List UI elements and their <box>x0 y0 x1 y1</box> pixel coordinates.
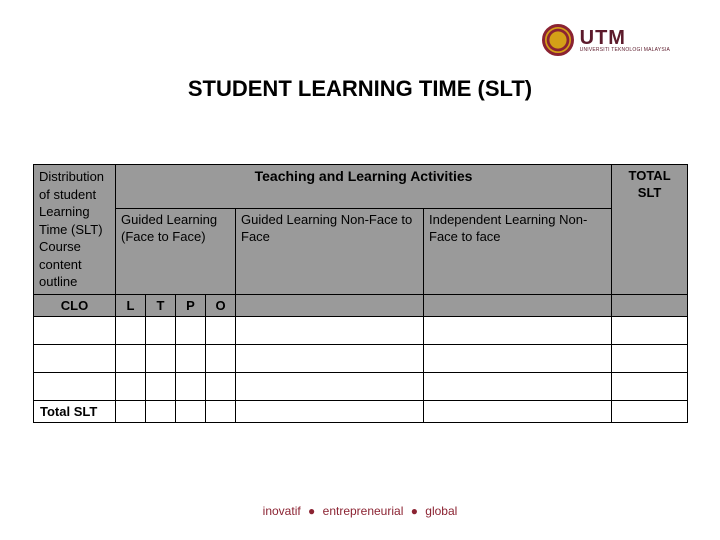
cell-p: P <box>176 295 206 317</box>
table-cell <box>424 373 612 401</box>
table-cell <box>34 317 116 345</box>
subheader-guided-f2f: Guided Learning (Face to Face) <box>116 209 236 295</box>
cell-clo: CLO <box>34 295 116 317</box>
cell-t: T <box>146 295 176 317</box>
subheader-guided-nf2f: Guided Learning Non-Face to Face <box>236 209 424 295</box>
table-cell <box>206 317 236 345</box>
cell-o: O <box>206 295 236 317</box>
header-total-slt: TOTAL SLT <box>612 165 688 295</box>
table-cell <box>236 317 424 345</box>
table-cell <box>236 345 424 373</box>
table-cell <box>176 373 206 401</box>
table-cell <box>612 345 688 373</box>
cell-empty <box>612 295 688 317</box>
footer-word-3: global <box>425 504 457 518</box>
table-cell <box>424 317 612 345</box>
table-cell <box>146 373 176 401</box>
footer-tagline: inovatif ● entrepreneurial ● global <box>0 504 720 518</box>
cell-empty <box>236 295 424 317</box>
table-cell <box>146 345 176 373</box>
logo-acronym: UTM <box>580 28 670 48</box>
table-cell <box>176 345 206 373</box>
subheader-independent: Independent Learning Non-Face to face <box>424 209 612 295</box>
table-cell <box>34 373 116 401</box>
table-cell <box>116 401 146 423</box>
bullet-icon: ● <box>407 504 422 518</box>
table-cell <box>206 345 236 373</box>
table-cell <box>612 373 688 401</box>
cell-empty <box>424 295 612 317</box>
table-cell <box>176 401 206 423</box>
table-cell <box>176 317 206 345</box>
logo-text: UTM UNIVERSITI TEKNOLOGI MALAYSIA <box>580 28 670 53</box>
header-distribution: Distribution of student Learning Time (S… <box>34 165 116 295</box>
footer-word-2: entrepreneurial <box>323 504 404 518</box>
table-cell <box>146 401 176 423</box>
logo-subtitle: UNIVERSITI TEKNOLOGI MALAYSIA <box>580 48 670 53</box>
table-cell <box>34 345 116 373</box>
table-cell <box>116 317 146 345</box>
footer-word-1: inovatif <box>263 504 301 518</box>
logo-badge-icon <box>542 24 574 56</box>
cell-l: L <box>116 295 146 317</box>
table-cell <box>206 401 236 423</box>
table-cell <box>612 401 688 423</box>
table-cell <box>146 317 176 345</box>
cell-total-slt-label: Total SLT <box>34 401 116 423</box>
table-cell <box>236 373 424 401</box>
slt-table: Distribution of student Learning Time (S… <box>33 164 687 423</box>
table-cell <box>424 345 612 373</box>
table-cell <box>116 345 146 373</box>
page-title: STUDENT LEARNING TIME (SLT) <box>0 76 720 102</box>
table-cell <box>236 401 424 423</box>
table-cell <box>206 373 236 401</box>
table-cell <box>424 401 612 423</box>
header-tla: Teaching and Learning Activities <box>116 165 612 209</box>
table-cell <box>612 317 688 345</box>
bullet-icon: ● <box>304 504 319 518</box>
logo: UTM UNIVERSITI TEKNOLOGI MALAYSIA <box>542 24 670 56</box>
table-cell <box>116 373 146 401</box>
